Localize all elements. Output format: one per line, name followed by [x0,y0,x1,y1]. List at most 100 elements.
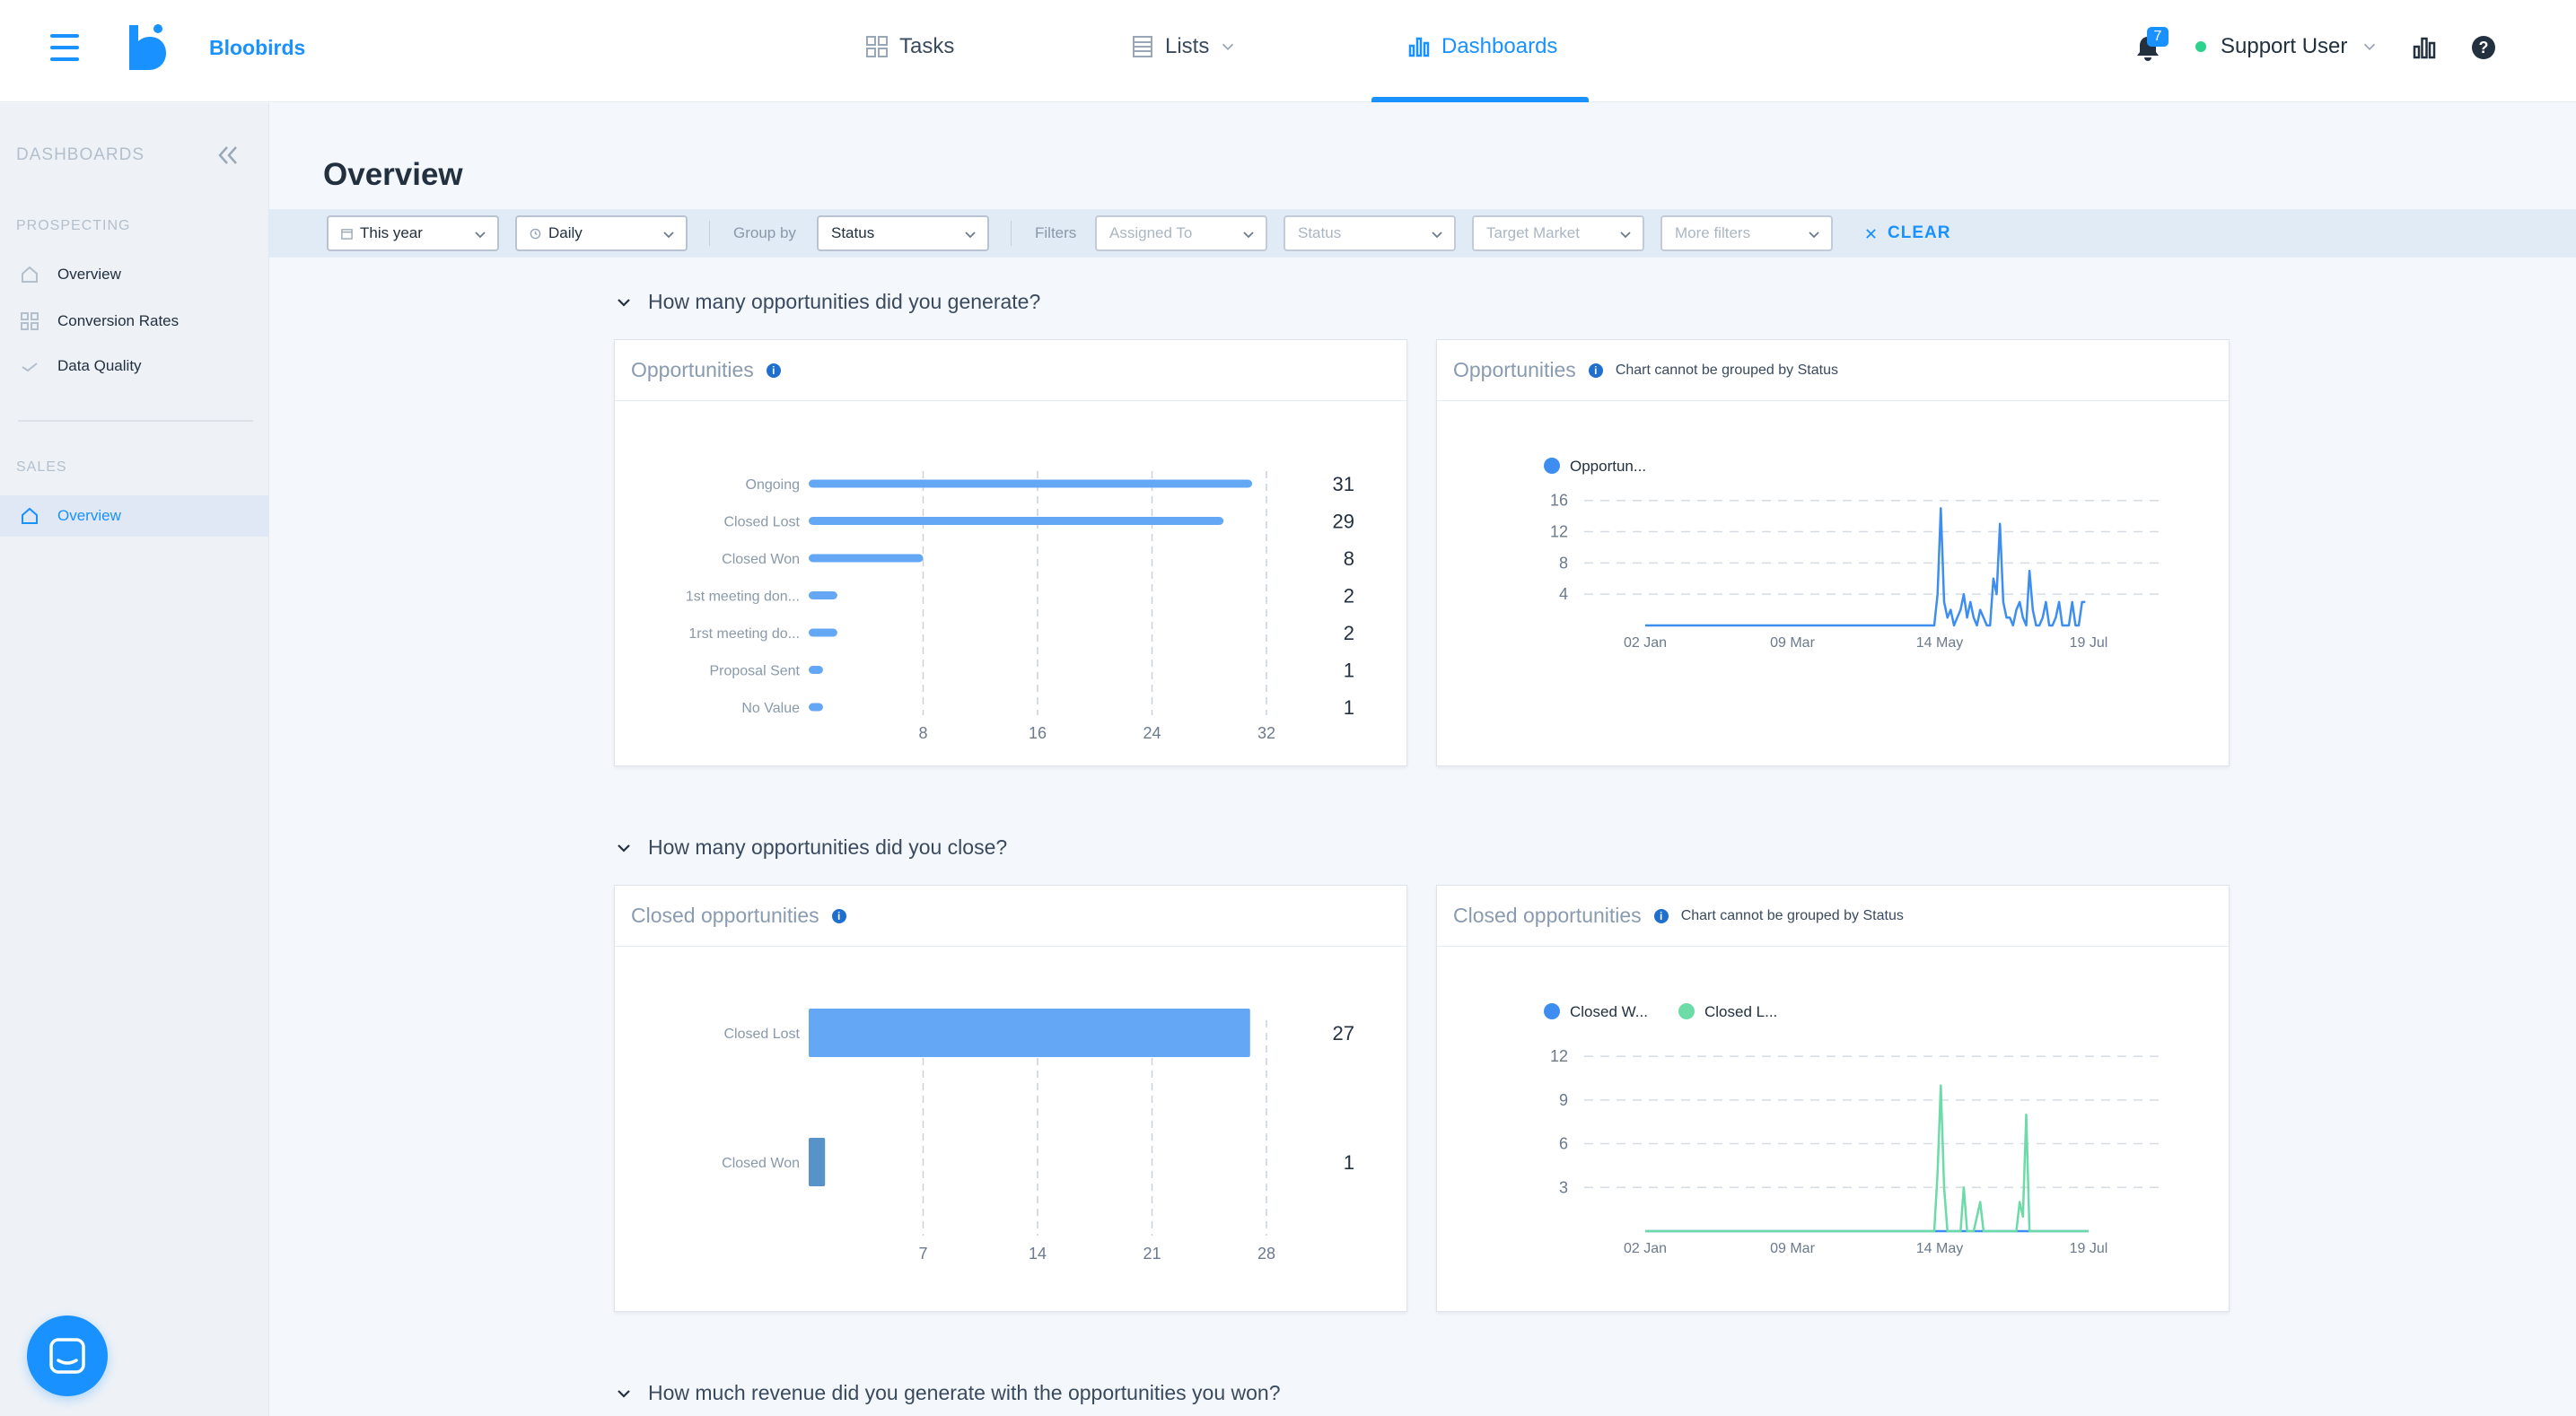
nav-tasks[interactable]: Tasks [865,34,954,59]
x-tick-label: 14 May [1916,635,1963,651]
calendar-icon [341,228,353,240]
section-toggle-revenue[interactable]: How much revenue did you generate with t… [616,1381,1281,1405]
y-tick-label: 3 [1559,1178,1568,1196]
chevron-down-icon [965,232,976,239]
group-by-select[interactable]: Status [817,215,989,251]
sidebar-section-prospecting: PROSPECTING [16,218,131,233]
bar-category-label: Closed Won [722,1156,800,1171]
card-title: Closed opportunities [1453,904,1642,927]
stats-icon[interactable] [2411,34,2438,61]
top-navigation-bar: Bloobirds Tasks Lists Dashboards 7 Suppo… [0,0,2576,102]
bar [809,628,837,637]
chevron-down-icon [663,232,674,239]
bar [809,666,823,674]
filter-separator [709,221,710,246]
x-tick-label: 28 [1257,1245,1275,1263]
chevron-down-icon [1243,232,1254,239]
chevron-down-icon [475,232,486,239]
sidebar-item-data-quality[interactable]: Data Quality [0,345,269,387]
checkmark-icon [22,363,38,372]
card-title: Opportunities [1453,358,1576,381]
status-select[interactable]: Status [1284,215,1456,251]
user-menu[interactable]: Support User [2195,34,2378,59]
user-name: Support User [2221,34,2348,58]
nav-dashboards[interactable]: Dashboards [1407,34,1557,59]
help-icon[interactable]: ? [2470,34,2497,61]
sidebar-item-prospecting-overview[interactable]: Overview [0,254,269,295]
target-market-select[interactable]: Target Market [1472,215,1644,251]
closed-opportunities-line-card: Closed opportunities i Chart cannot be g… [1436,885,2230,1312]
bar [809,1009,1250,1057]
grid-icon [866,36,888,57]
sidebar-section-sales: SALES [16,459,67,475]
section-toggle-generated[interactable]: How many opportunities did you generate? [616,290,1040,314]
x-tick-label: 02 Jan [1624,635,1667,651]
sidebar-item-label: Overview [57,266,121,283]
chevron-down-icon [1620,232,1631,239]
group-by-value: Status [831,224,875,241]
info-icon[interactable]: i [831,908,846,923]
assigned-to-select[interactable]: Assigned To [1095,215,1267,251]
bar-category-label: No Value [741,701,800,716]
x-tick-label: 19 Jul [2070,1241,2108,1256]
period-select[interactable]: This year [327,215,499,251]
section-question: How much revenue did you generate with t… [648,1381,1281,1404]
chevron-down-icon [2364,43,2376,50]
x-tick-label: 09 Mar [1770,1241,1815,1256]
y-tick-label: 8 [1559,554,1568,572]
opportunities-bar-card: Opportunities i 8 16 24 32 Ongoing 31 Closed L… [614,339,1407,766]
bar-value-label: 1 [1344,696,1354,719]
bar-category-label: 1st meeting don... [686,590,800,605]
clear-filters-button[interactable]: CLEAR [1865,223,1950,243]
section-toggle-closed[interactable]: How many opportunities did you close? [616,835,1007,860]
bar [809,479,1253,488]
info-icon[interactable]: i [766,363,781,378]
x-tick-label: 24 [1143,724,1161,742]
bloobirds-logo[interactable] [126,23,167,70]
nav-dashboards-label: Dashboards [1441,34,1558,58]
x-tick-label: 32 [1257,724,1275,742]
sidebar-item-sales-overview[interactable]: Overview [0,495,269,537]
sidebar-item-label: Data Quality [57,357,142,374]
opportunities-line-card: Opportunities i Chart cannot be grouped … [1436,339,2230,766]
closed-opportunities-bar-card: Closed opportunities i 7 14 21 28 Closed Los… [614,885,1407,1312]
granularity-select[interactable]: Daily [515,215,688,251]
online-status-dot [2195,41,2206,52]
bar-value-label: 29 [1333,511,1354,533]
y-tick-label: 4 [1559,585,1568,603]
closed-opportunities-bar-chart: 7 14 21 28 Closed Lost 27 Closed Won 1 [722,1009,1354,1263]
svg-text:?: ? [2479,39,2489,57]
x-tick-label: 16 [1029,724,1047,742]
chat-launcher-button[interactable] [27,1315,108,1396]
bar [809,703,823,712]
y-tick-label: 12 [1550,523,1568,541]
nav-lists[interactable]: Lists [1131,34,1236,59]
bar [809,554,924,563]
chevron-down-icon [618,843,630,852]
bar-category-label: Closed Lost [724,1027,801,1042]
sidebar-item-conversion-rates[interactable]: Conversion Rates [0,301,269,342]
status-placeholder: Status [1298,224,1342,241]
info-icon[interactable]: i [1653,908,1669,923]
y-tick-label: 12 [1550,1047,1568,1065]
brand-name[interactable]: Bloobirds [209,36,306,59]
opportunities-line-chart: 4 8 12 16 02 Jan 09 Mar 14 May 19 Jul Opportun..… [1544,458,2159,651]
bar-value-label: 2 [1344,622,1354,644]
clear-label: CLEAR [1888,223,1951,242]
home-icon [22,507,38,524]
chevron-down-icon [1222,43,1234,50]
home-icon [22,266,38,283]
chevron-down-icon [618,1389,630,1398]
hamburger-menu-icon[interactable] [50,34,79,61]
collapse-sidebar-icon[interactable] [215,143,241,168]
info-icon[interactable]: i [1588,363,1603,378]
legend-marker [1544,1003,1560,1019]
bar-category-label: Ongoing [746,477,801,493]
page-title: Overview [323,157,463,192]
bar-value-label: 1 [1344,1151,1354,1174]
active-tab-indicator [1371,97,1589,102]
y-tick-label: 6 [1559,1135,1568,1153]
sidebar-heading: DASHBOARDS [16,145,145,164]
filter-separator [1011,221,1012,246]
more-filters-select[interactable]: More filters [1660,215,1833,251]
